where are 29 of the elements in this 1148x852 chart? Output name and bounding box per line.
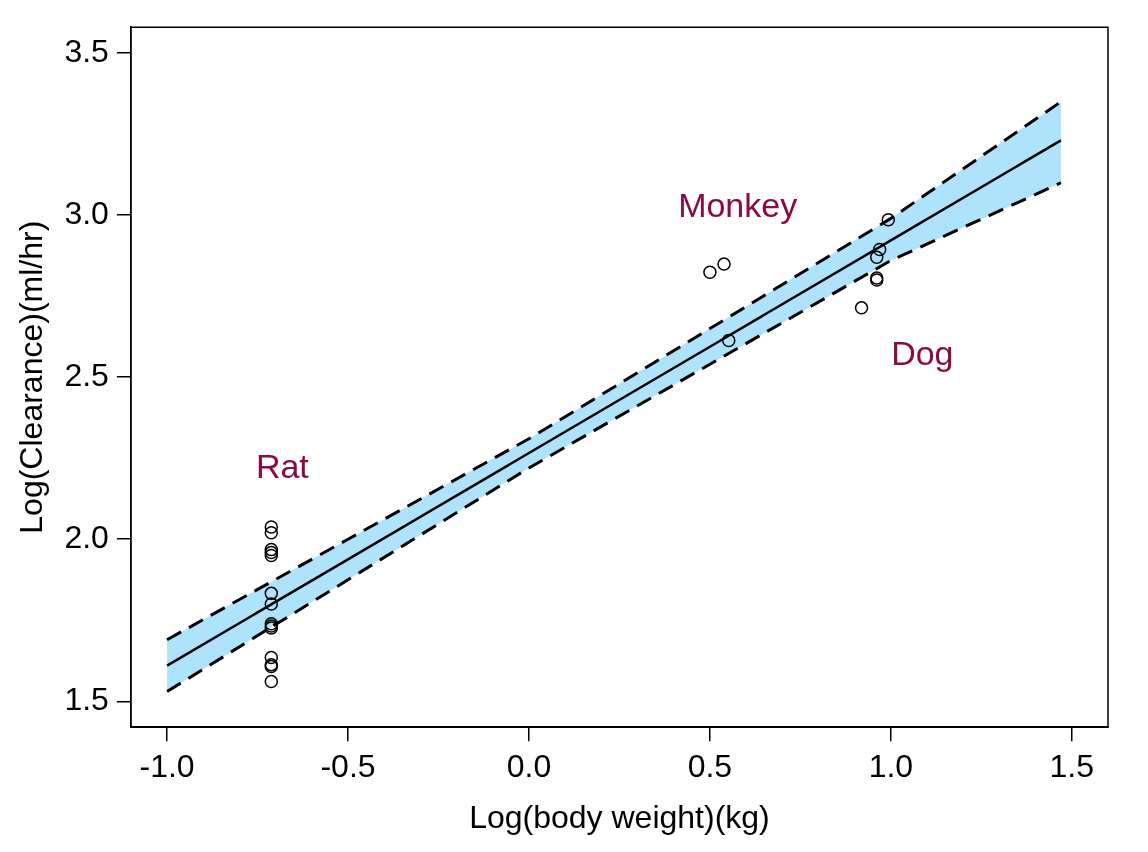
y-tick-label: 3.0 <box>64 194 109 231</box>
y-tick-label: 1.5 <box>64 681 109 718</box>
point <box>872 242 887 257</box>
x-axis-title: Log(body weight)(kg) <box>469 798 770 835</box>
annotation: Rat <box>255 446 310 485</box>
x-tick-label: 0.5 <box>687 748 733 785</box>
point <box>264 526 279 540</box>
y-axis-title: Log(Clearance)(ml/hr) <box>13 220 50 534</box>
x-tick-label: -0.5 <box>320 748 376 785</box>
y-tick-label: 2.0 <box>64 519 109 556</box>
annotation: Dog <box>891 333 954 372</box>
x-tick-label: 1.5 <box>1049 748 1095 785</box>
point <box>264 520 279 534</box>
y-tick-label: 2.5 <box>64 357 109 394</box>
x-tick-label: 0.0 <box>506 748 552 785</box>
point <box>264 650 279 665</box>
point <box>703 265 717 279</box>
point <box>264 674 279 689</box>
point <box>881 212 896 227</box>
annotation: Monkey <box>678 186 798 225</box>
point <box>264 597 279 611</box>
x-tick-label: 1.0 <box>868 748 914 785</box>
point <box>854 301 869 315</box>
point <box>717 257 731 271</box>
y-tick-label: 3.5 <box>64 32 109 69</box>
point <box>870 250 884 265</box>
x-tick-label: -1.0 <box>139 748 195 785</box>
point <box>721 333 736 348</box>
point <box>264 586 279 601</box>
